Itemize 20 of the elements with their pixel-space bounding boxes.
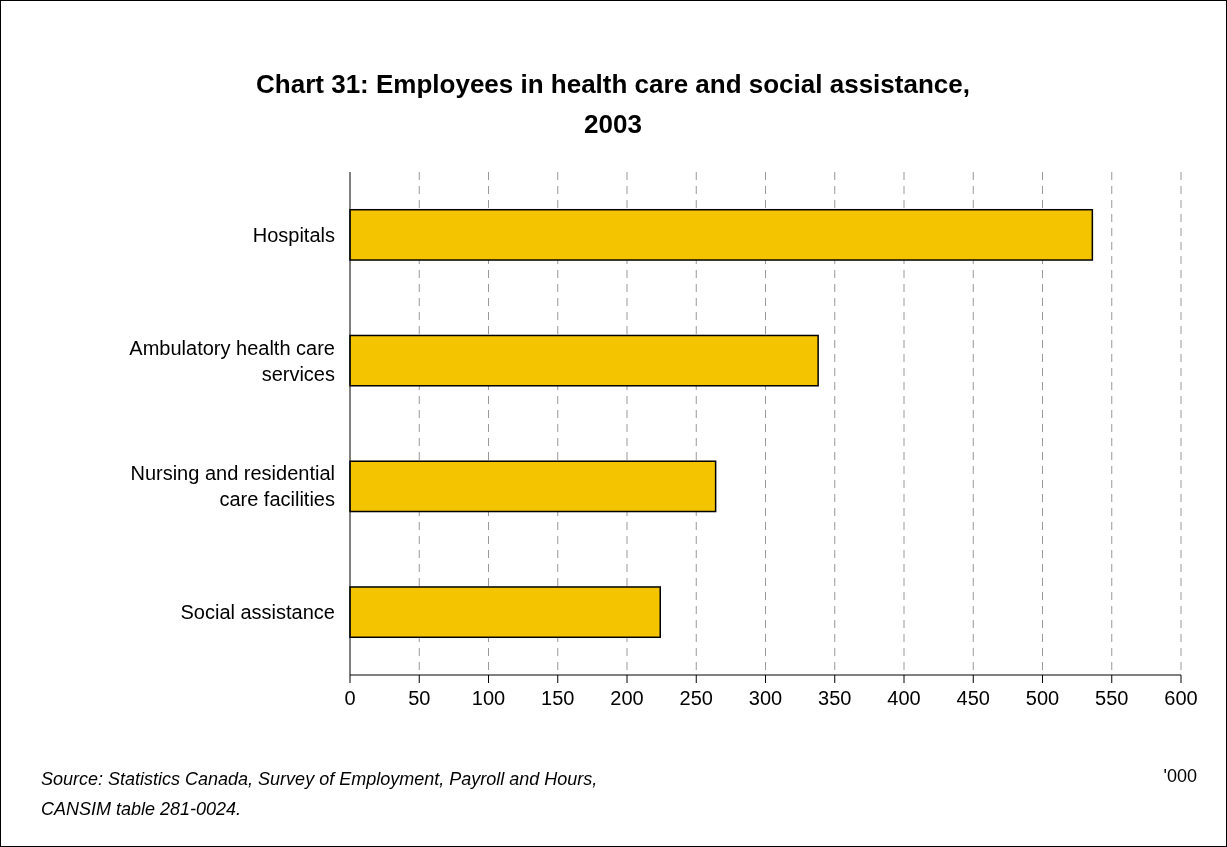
x-tick-label: 250 — [679, 687, 713, 709]
x-tick-label: 150 — [541, 687, 575, 709]
x-tick-label: 400 — [887, 687, 921, 709]
x-axis-title: '000 — [1163, 766, 1197, 786]
x-tick-label: 550 — [1095, 687, 1129, 709]
y-tick-label: Hospitals — [252, 223, 335, 246]
x-tick-label: 50 — [408, 687, 431, 709]
x-tick-label: 100 — [471, 687, 506, 709]
source-note: Source: Statistics Canada, Survey of Employment, Payroll and Hours, CANSIM table 281-0024. — [41, 769, 598, 819]
x-tick-label: 500 — [1025, 687, 1060, 709]
chart-title: Chart 31: Employees in health care and social assistance, 2003 — [256, 69, 970, 139]
x-tick-label: 300 — [748, 687, 783, 709]
x-tick-label: 450 — [956, 687, 990, 709]
y-tick-label: Nursing and residential care facilities — [130, 462, 335, 511]
y-tick-label: Social assistance — [180, 601, 335, 624]
y-tick-label: Ambulatory health care services — [129, 336, 335, 385]
x-tick-label: 0 — [344, 687, 356, 709]
x-tick-label: 600 — [1164, 687, 1198, 709]
x-tick-label: 350 — [818, 687, 852, 709]
x-tick-label: 200 — [610, 687, 644, 709]
